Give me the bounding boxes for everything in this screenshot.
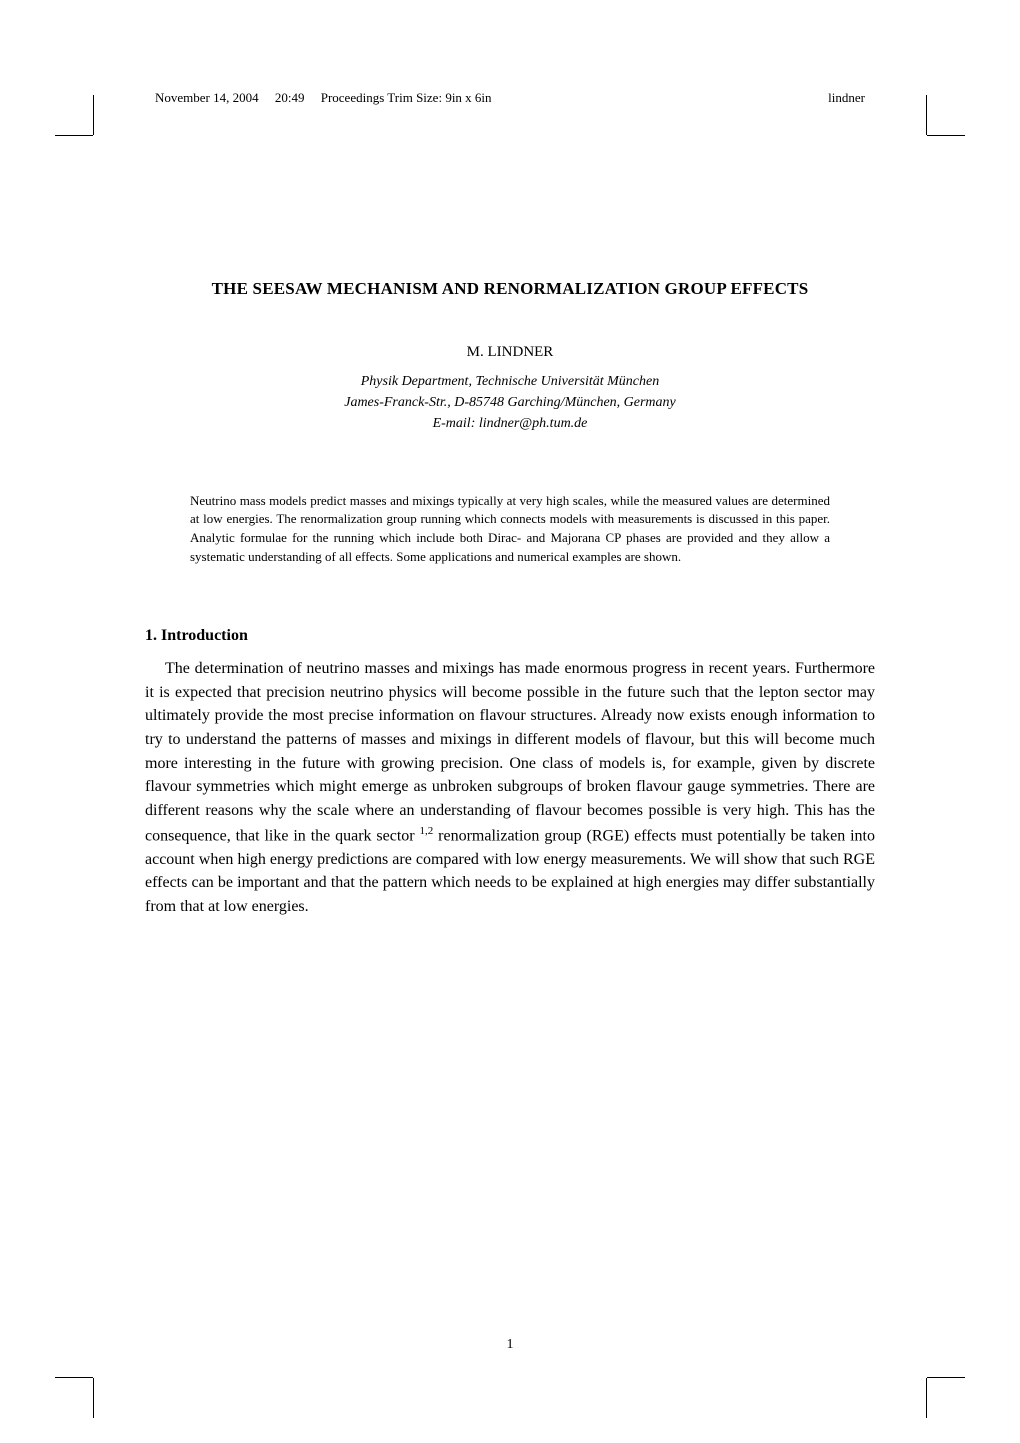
crop-mark: [927, 1377, 965, 1378]
author-name: M. LINDNER: [145, 344, 875, 361]
abstract-text: Neutrino mass models predict masses and …: [190, 492, 830, 567]
crop-mark: [926, 95, 927, 135]
crop-mark: [927, 135, 965, 136]
affiliation-line: Physik Department, Technische Universitä…: [145, 371, 875, 392]
crop-mark: [55, 135, 93, 136]
citation-superscript: 1,2: [420, 825, 434, 837]
author-affiliation: Physik Department, Technische Universitä…: [145, 371, 875, 434]
page-number: 1: [507, 1337, 514, 1353]
body-text-pre: The determination of neutrino masses and…: [145, 660, 875, 844]
running-header: November 14, 2004 20:49 Proceedings Trim…: [145, 90, 875, 106]
affiliation-line: James-Franck-Str., D-85748 Garching/Münc…: [145, 392, 875, 413]
crop-mark: [93, 95, 94, 135]
paper-title: THE SEESAW MECHANISM AND RENORMALIZATION…: [210, 276, 810, 302]
crop-mark: [55, 1377, 93, 1378]
affiliation-line: E-mail: lindner@ph.tum.de: [145, 413, 875, 434]
section-heading: 1. Introduction: [145, 627, 875, 645]
body-paragraph: The determination of neutrino masses and…: [145, 657, 875, 919]
crop-mark: [93, 1378, 94, 1418]
running-header-left: November 14, 2004 20:49 Proceedings Trim…: [155, 90, 492, 106]
running-header-right: lindner: [828, 90, 865, 106]
crop-mark: [926, 1378, 927, 1418]
